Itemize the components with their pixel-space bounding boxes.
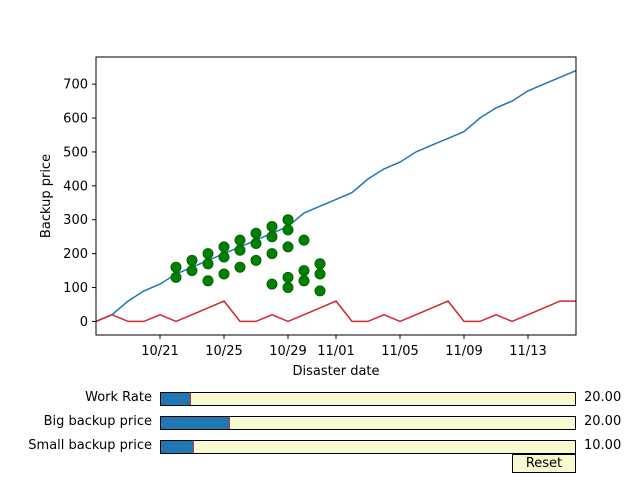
- scatter-point: [250, 254, 262, 266]
- scatter-point: [314, 258, 326, 270]
- scatter-point: [282, 241, 294, 253]
- small-backup-price-value: 10.00: [584, 438, 622, 453]
- scatter-point: [282, 282, 294, 293]
- x-tick-label: 10/25: [205, 344, 242, 359]
- scatter-point: [186, 265, 198, 277]
- scatter-point: [266, 231, 278, 243]
- scatter-point: [314, 285, 326, 297]
- scatter-point: [282, 271, 294, 283]
- scatter-point: [170, 261, 182, 273]
- y-axis-label: Backup price: [39, 154, 54, 238]
- y-tick-label: 0: [80, 315, 88, 330]
- x-tick-label: 11/13: [509, 344, 546, 359]
- slider-handle[interactable]: [193, 441, 194, 453]
- series-line-1: [95, 300, 576, 323]
- scatter-point: [298, 275, 310, 287]
- scatter-point: [250, 238, 262, 249]
- chart: 10/21 10/25 10/29 11/01 11/05 11/09 11/13 0 100 2…: [39, 56, 577, 379]
- y-tick-label: 600: [63, 112, 88, 127]
- small-backup-price-slider[interactable]: [160, 440, 576, 454]
- plot-frame: [95, 56, 577, 336]
- slider-fill: [161, 441, 193, 453]
- scatter-point: [266, 278, 278, 290]
- slider-fill: [161, 417, 229, 429]
- scatter-point: [218, 241, 230, 253]
- scatter-point: [250, 227, 262, 239]
- scatter-point: [186, 254, 198, 266]
- scatter-point: [202, 275, 214, 287]
- scatter-point: [266, 248, 278, 260]
- y-tick-label: 200: [63, 247, 88, 262]
- reset-button[interactable]: Reset: [512, 454, 576, 473]
- scatter-point: [234, 244, 246, 256]
- big-backup-price-value: 20.00: [584, 414, 622, 429]
- scatter-point: [298, 265, 310, 277]
- small-backup-price-label: Small backup price: [28, 438, 152, 453]
- y-tick-label: 100: [63, 281, 88, 296]
- y-tick-label: 400: [63, 179, 88, 194]
- x-tick-label: 10/21: [141, 344, 178, 359]
- slider-handle[interactable]: [190, 393, 191, 405]
- work-rate-label: Work Rate: [85, 390, 152, 405]
- scatter-point: [266, 221, 278, 232]
- slider-handle[interactable]: [229, 417, 230, 429]
- scatter-point: [170, 271, 182, 283]
- scatter-point: [202, 248, 214, 260]
- scatter-point: [234, 234, 246, 246]
- scatter-point: [202, 258, 214, 270]
- x-tick-label: 11/05: [381, 344, 418, 359]
- x-axis-label: Disaster date: [292, 364, 379, 379]
- scatter-point: [218, 251, 230, 263]
- big-backup-price-slider[interactable]: [160, 416, 576, 430]
- scatter-point: [282, 214, 294, 226]
- y-tick-label: 300: [63, 213, 88, 228]
- x-tick-label: 10/29: [269, 344, 306, 359]
- big-backup-price-label: Big backup price: [43, 414, 152, 429]
- scatter-point: [282, 224, 294, 236]
- scatter-point: [314, 268, 326, 280]
- scatter-point: [234, 261, 246, 273]
- y-tick-label: 700: [63, 78, 88, 93]
- work-rate-value: 20.00: [584, 390, 622, 405]
- x-tick-label: 11/01: [317, 344, 354, 359]
- series-line-0: [95, 69, 577, 323]
- x-tick-label: 11/09: [445, 344, 482, 359]
- scatter-point: [218, 268, 230, 280]
- y-tick-label: 500: [63, 145, 88, 160]
- work-rate-slider[interactable]: [160, 392, 576, 406]
- scatter-point: [298, 234, 310, 246]
- slider-fill: [161, 393, 190, 405]
